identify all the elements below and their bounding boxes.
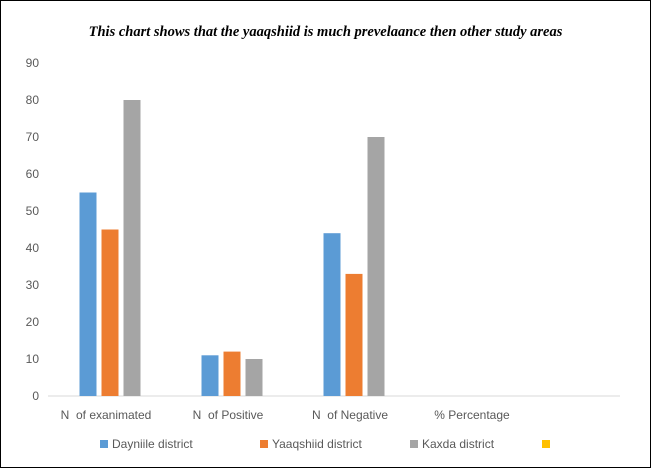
bar-yaaqshiid-district-2 bbox=[345, 273, 363, 396]
y-tick-label: 40 bbox=[26, 241, 40, 255]
legend-swatch bbox=[410, 440, 418, 448]
bar-dayniile-district-1 bbox=[201, 355, 219, 396]
y-tick-label: 30 bbox=[26, 278, 40, 292]
y-tick-label: 90 bbox=[26, 56, 40, 70]
x-category-label: N of Negative bbox=[312, 408, 388, 422]
bar-yaaqshiid-district-1 bbox=[223, 351, 241, 396]
bar-kaxda-district-0 bbox=[123, 100, 141, 396]
legend-label: Yaaqshiid district bbox=[272, 437, 362, 451]
y-tick-label: 70 bbox=[26, 130, 40, 144]
bar-yaaqshiid-district-0 bbox=[101, 229, 119, 396]
bar-dayniile-district-0 bbox=[79, 192, 97, 396]
bar-kaxda-district-1 bbox=[245, 359, 263, 396]
x-category-label: N of Positive bbox=[193, 408, 264, 422]
legend-swatch bbox=[542, 440, 550, 448]
legend-swatch bbox=[260, 440, 268, 448]
legend-label: Dayniile district bbox=[112, 437, 193, 451]
y-tick-label: 0 bbox=[32, 389, 39, 403]
y-tick-label: 60 bbox=[26, 167, 40, 181]
bar-kaxda-district-2 bbox=[367, 137, 385, 396]
legend-swatch bbox=[100, 440, 108, 448]
x-category-label: N of exanimated bbox=[61, 408, 152, 422]
legend-label: Kaxda district bbox=[422, 437, 495, 451]
chart-title: This chart shows that the yaaqshiid is m… bbox=[88, 24, 563, 40]
y-tick-label: 20 bbox=[26, 315, 40, 329]
y-tick-label: 80 bbox=[26, 93, 40, 107]
bar-dayniile-district-2 bbox=[323, 233, 341, 396]
x-category-label: % Percentage bbox=[434, 408, 510, 422]
y-tick-label: 50 bbox=[26, 204, 40, 218]
y-tick-label: 10 bbox=[26, 352, 40, 366]
